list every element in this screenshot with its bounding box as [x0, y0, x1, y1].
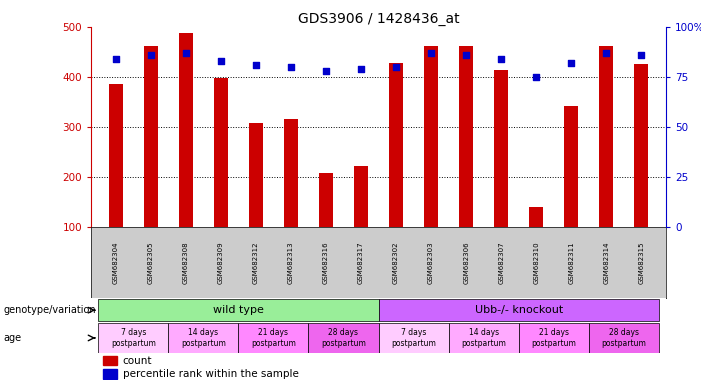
Bar — [379, 299, 659, 321]
Bar — [424, 46, 438, 227]
Text: 21 days
postpartum: 21 days postpartum — [251, 328, 296, 348]
Point — [145, 52, 156, 58]
Bar — [214, 78, 228, 227]
Point — [566, 60, 577, 66]
Bar — [308, 323, 379, 353]
Bar — [98, 323, 168, 353]
Text: GSM682310: GSM682310 — [533, 241, 539, 284]
Text: 14 days
postpartum: 14 days postpartum — [461, 328, 506, 348]
Text: GSM682303: GSM682303 — [428, 241, 434, 284]
Text: 28 days
postpartum: 28 days postpartum — [321, 328, 366, 348]
Text: GSM682302: GSM682302 — [393, 241, 399, 284]
Text: 21 days
postpartum: 21 days postpartum — [531, 328, 576, 348]
Point — [531, 74, 542, 80]
Bar — [249, 123, 263, 227]
Text: GSM682312: GSM682312 — [253, 241, 259, 284]
Bar — [589, 323, 659, 353]
Point — [496, 56, 507, 62]
Text: GSM682316: GSM682316 — [323, 241, 329, 284]
Bar — [319, 173, 333, 227]
Bar — [389, 63, 403, 227]
Bar — [519, 323, 589, 353]
Text: 7 days
postpartum: 7 days postpartum — [391, 328, 436, 348]
Bar — [494, 70, 508, 227]
Title: GDS3906 / 1428436_at: GDS3906 / 1428436_at — [298, 12, 459, 26]
Point — [320, 68, 332, 74]
Bar — [634, 65, 648, 227]
Bar — [284, 119, 298, 227]
Point — [636, 52, 647, 58]
Text: GSM682306: GSM682306 — [463, 241, 469, 284]
Bar — [98, 299, 379, 321]
Bar — [144, 46, 158, 227]
Point — [215, 58, 226, 64]
Bar — [238, 323, 308, 353]
Text: age: age — [4, 333, 22, 343]
Text: count: count — [123, 356, 152, 366]
Bar — [529, 207, 543, 227]
Bar — [354, 166, 368, 227]
Bar — [109, 84, 123, 227]
Text: 7 days
postpartum: 7 days postpartum — [111, 328, 156, 348]
Bar — [179, 33, 193, 227]
Bar — [564, 106, 578, 227]
Bar — [459, 46, 473, 227]
Text: GSM682314: GSM682314 — [604, 241, 609, 284]
Point — [355, 66, 367, 72]
Point — [461, 52, 472, 58]
Bar — [102, 369, 117, 379]
Bar — [599, 46, 613, 227]
Text: GSM682304: GSM682304 — [113, 241, 118, 284]
Point — [601, 50, 612, 56]
Point — [180, 50, 191, 56]
Point — [426, 50, 437, 56]
Text: percentile rank within the sample: percentile rank within the sample — [123, 369, 299, 379]
Text: GSM682313: GSM682313 — [288, 241, 294, 284]
Text: Ubb-/- knockout: Ubb-/- knockout — [475, 305, 563, 315]
Point — [390, 64, 402, 70]
Point — [250, 62, 261, 68]
Point — [110, 56, 121, 62]
Text: GSM682307: GSM682307 — [498, 241, 504, 284]
Text: GSM682317: GSM682317 — [358, 241, 364, 284]
Text: genotype/variation: genotype/variation — [4, 305, 96, 315]
Bar — [449, 323, 519, 353]
Bar — [379, 323, 449, 353]
Text: wild type: wild type — [213, 305, 264, 315]
Point — [285, 64, 297, 70]
Text: GSM682308: GSM682308 — [183, 241, 189, 284]
Text: GSM682309: GSM682309 — [218, 241, 224, 284]
Text: 14 days
postpartum: 14 days postpartum — [181, 328, 226, 348]
Text: GSM682315: GSM682315 — [639, 241, 644, 284]
Text: GSM682305: GSM682305 — [148, 241, 154, 284]
Bar — [102, 356, 117, 366]
Bar — [168, 323, 238, 353]
Text: GSM682311: GSM682311 — [569, 241, 574, 284]
Text: 28 days
postpartum: 28 days postpartum — [601, 328, 646, 348]
